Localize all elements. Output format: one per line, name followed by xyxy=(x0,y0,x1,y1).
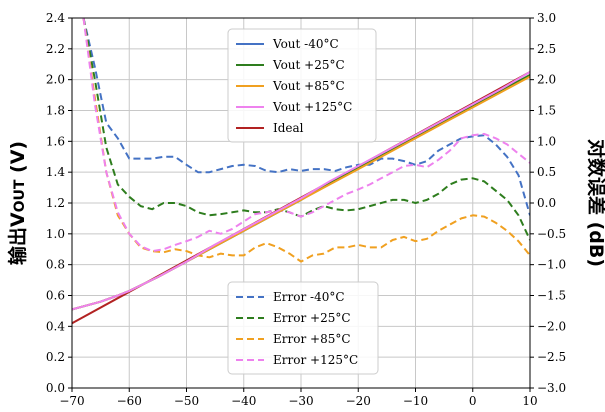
legend-label: Error -40°C xyxy=(273,290,345,304)
x-tick-label: −70 xyxy=(59,394,84,408)
series-layer xyxy=(72,18,530,325)
legend-vout: Vout -40°C Vout +25°C Vout +85°C Vout +125°… xyxy=(227,28,377,143)
y2-tick-label: 0.5 xyxy=(537,165,556,179)
y-tick-label: 1.0 xyxy=(46,227,65,241)
y2-tick-label: −3.0 xyxy=(537,381,566,395)
y2-tick-label: −1.0 xyxy=(537,258,566,272)
y-tick-label: 0.2 xyxy=(46,350,65,364)
y2-tick-label: 2.5 xyxy=(537,42,556,56)
y-axis-title: 输出VOUT (V) xyxy=(6,141,29,265)
y-tick-label: 1.4 xyxy=(46,165,65,179)
y-tick-label: 0.8 xyxy=(46,258,65,272)
y2-tick-label: −2.5 xyxy=(537,350,566,364)
axes: −70 −60 −50 −40 −30 −20 −10 0 10 0.0 0.2 0.4 0.6 0.8 1… xyxy=(46,11,566,408)
legend-label: Vout +25°C xyxy=(272,58,345,72)
series-line xyxy=(82,18,530,216)
y2-tick-label: 0.0 xyxy=(537,196,556,210)
y2-tick-label: 1.5 xyxy=(537,104,556,118)
legend-label: Ideal xyxy=(273,121,304,135)
legend-error: Error -40°C Error +25°C Error +85°C Error +… xyxy=(227,281,379,375)
series-line xyxy=(82,18,530,241)
x-tick-label: −50 xyxy=(174,394,199,408)
y2-tick-label: 2.0 xyxy=(537,73,556,87)
x-tick-label: 10 xyxy=(522,394,537,408)
x-tick-label: −60 xyxy=(117,394,142,408)
x-tick-label: 0 xyxy=(469,394,477,408)
y-tick-label: 2.2 xyxy=(46,42,65,56)
legend-label: Vout +125°C xyxy=(272,100,352,114)
legend-label: Error +85°C xyxy=(273,332,351,346)
y-tick-label: 1.2 xyxy=(46,196,65,210)
x-tick-label: −40 xyxy=(231,394,256,408)
legend-frame xyxy=(227,281,379,375)
y-tick-label: 0.6 xyxy=(46,289,65,303)
y-tick-label: 1.6 xyxy=(46,134,65,148)
series-line xyxy=(82,18,530,253)
x-tick-label: −10 xyxy=(403,394,428,408)
y2-tick-label: −2.0 xyxy=(537,319,566,333)
y2-tick-label: 3.0 xyxy=(537,11,556,25)
y-tick-label: 2.0 xyxy=(46,73,65,87)
y2-tick-label: 1.0 xyxy=(537,134,556,148)
y-tick-label: 0.4 xyxy=(46,319,65,333)
series-line xyxy=(82,18,530,263)
legend-label: Vout -40°C xyxy=(272,37,339,51)
legend-label: Error +125°C xyxy=(273,353,358,367)
y-tick-label: 1.8 xyxy=(46,104,65,118)
y-tick-label: 2.4 xyxy=(46,11,65,25)
y2-tick-label: −1.5 xyxy=(537,289,566,303)
legend-frame xyxy=(227,28,377,143)
legend-label: Vout +85°C xyxy=(272,79,345,93)
y2-tick-label: −0.5 xyxy=(537,227,566,241)
x-tick-label: −20 xyxy=(346,394,371,408)
y2-axis-title: 对数误差 (dB) xyxy=(585,139,605,267)
legend-label: Error +25°C xyxy=(273,311,351,325)
x-tick-label: −30 xyxy=(288,394,313,408)
y-tick-label: 0.0 xyxy=(46,381,65,395)
series-line xyxy=(72,71,530,311)
